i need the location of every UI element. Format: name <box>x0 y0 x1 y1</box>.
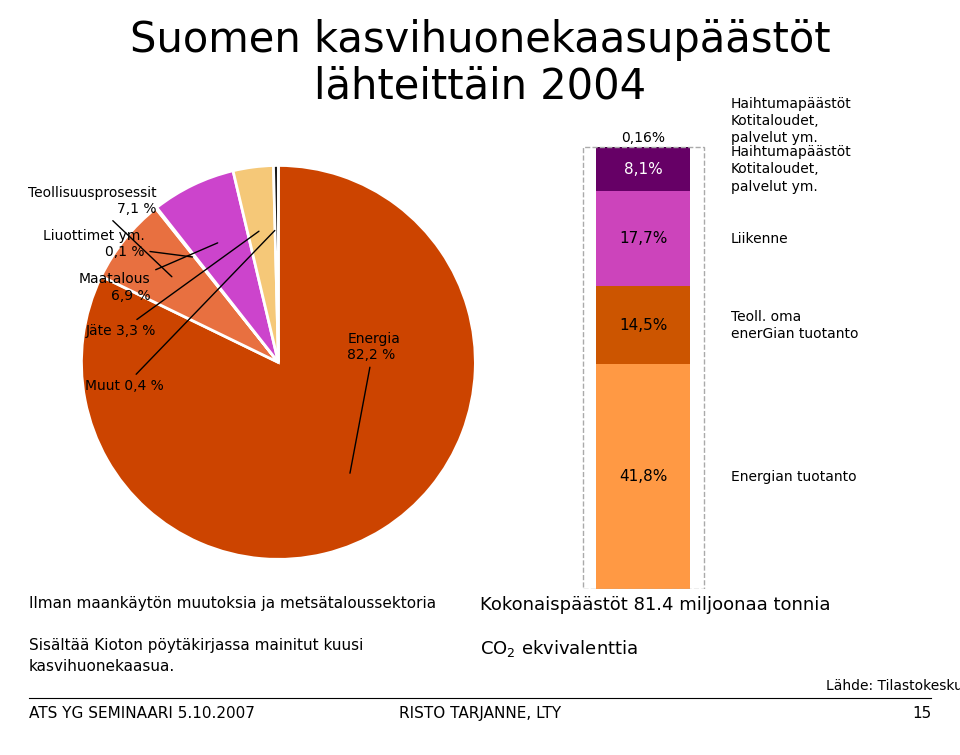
Wedge shape <box>101 208 278 362</box>
Wedge shape <box>156 208 278 362</box>
Text: Jäte 3,3 %: Jäte 3,3 % <box>85 231 259 338</box>
Text: Ilman maankäytön muutoksia ja metsätaloussektoria: Ilman maankäytön muutoksia ja metsätalou… <box>29 596 436 612</box>
Text: 0,16%: 0,16% <box>621 131 665 144</box>
Text: CO$_2$ ekvivalenttia: CO$_2$ ekvivalenttia <box>480 638 638 659</box>
Text: Sisältää Kioton pöytäkirjassa mainitut kuusi
kasvihuonekaasua.: Sisältää Kioton pöytäkirjassa mainitut k… <box>29 638 363 674</box>
Text: Haihtumapäästöt
Kotitaloudet,
palvelut ym.: Haihtumapäästöt Kotitaloudet, palvelut y… <box>731 97 852 146</box>
Text: Energian tuotanto: Energian tuotanto <box>731 470 856 483</box>
Text: 8,1%: 8,1% <box>624 162 662 177</box>
Wedge shape <box>274 165 278 362</box>
Bar <box>596 146 690 147</box>
Text: Teoll. oma
enerGian tuotanto: Teoll. oma enerGian tuotanto <box>731 310 858 341</box>
Text: Energia
82,2 %: Energia 82,2 % <box>348 331 400 473</box>
Text: Kokonaispäästöt 81.4 miljoonaa tonnia: Kokonaispäästöt 81.4 miljoonaa tonnia <box>480 596 830 615</box>
Text: ATS YG SEMINAARI 5.10.2007: ATS YG SEMINAARI 5.10.2007 <box>29 706 254 721</box>
Text: Muut 0,4 %: Muut 0,4 % <box>85 230 275 393</box>
Wedge shape <box>233 165 278 362</box>
Bar <box>596 147 690 191</box>
Wedge shape <box>82 165 475 559</box>
Text: Maatalous
6,9 %: Maatalous 6,9 % <box>79 243 218 303</box>
Text: RISTO TARJANNE, LTY: RISTO TARJANNE, LTY <box>399 706 561 721</box>
Wedge shape <box>156 171 278 362</box>
Text: Liikenne: Liikenne <box>731 232 788 245</box>
Bar <box>596 191 690 286</box>
Text: Suomen kasvihuonekaasupäästöt
lähteittäin 2004: Suomen kasvihuonekaasupäästöt lähteittäi… <box>130 19 830 108</box>
Text: Teollisuusprosessit
7,1 %: Teollisuusprosessit 7,1 % <box>28 186 172 277</box>
Text: 41,8%: 41,8% <box>619 469 667 484</box>
Bar <box>596 364 690 589</box>
Text: Haihtumapäästöt
Kotitaloudet,
palvelut ym.: Haihtumapäästöt Kotitaloudet, palvelut y… <box>731 145 852 193</box>
Text: 17,7%: 17,7% <box>619 231 667 246</box>
Text: Lähde: Tilastokeskus: Lähde: Tilastokeskus <box>826 680 960 694</box>
Text: 15: 15 <box>912 706 931 721</box>
Bar <box>596 286 690 364</box>
Text: 14,5%: 14,5% <box>619 318 667 333</box>
Text: Liuottimet ym.
0,1 %: Liuottimet ym. 0,1 % <box>42 229 193 259</box>
